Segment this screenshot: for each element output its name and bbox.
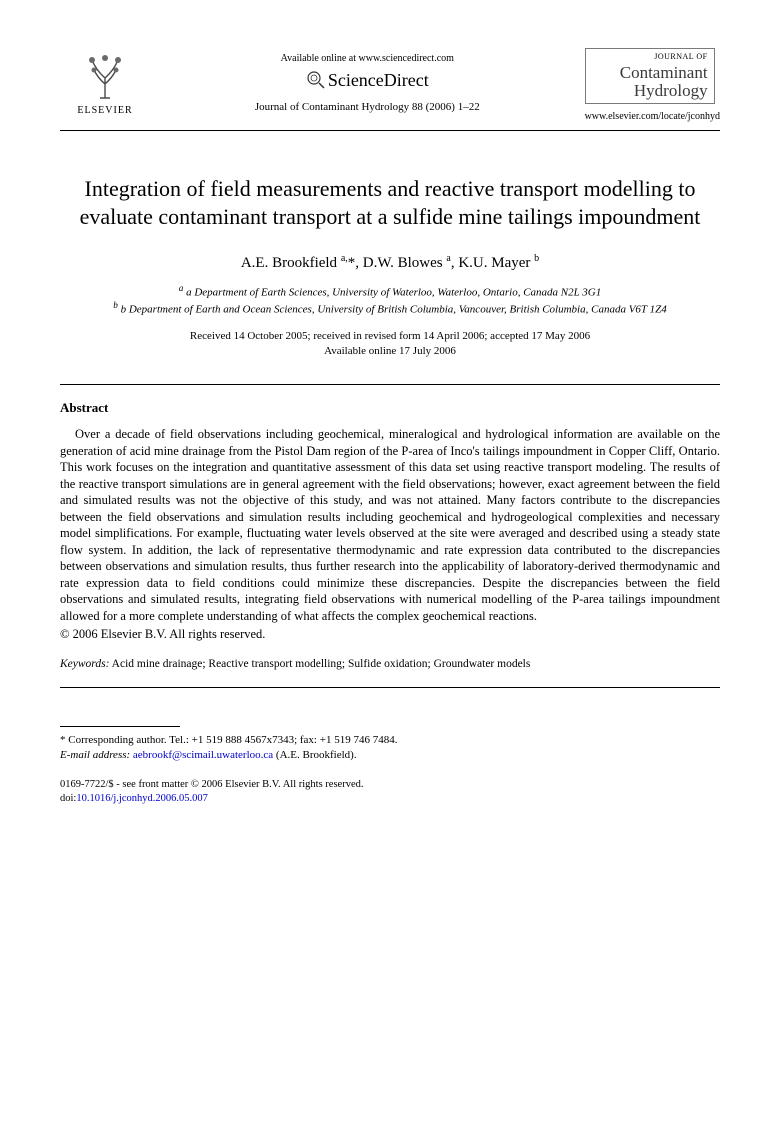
author: K.U. Mayer b (458, 255, 539, 271)
elsevier-tree-icon (78, 48, 132, 102)
affiliation-b: b b Department of Earth and Ocean Scienc… (60, 300, 720, 317)
journal-block-wrapper: JOURNAL OF Contaminant Hydrology www.els… (585, 48, 720, 124)
header-rule (60, 130, 720, 131)
abstract-heading: Abstract (60, 399, 720, 417)
affiliation-a-text: a Department of Earth Sciences, Universi… (186, 287, 601, 299)
affiliation-b-text: b Department of Earth and Ocean Sciences… (121, 304, 667, 316)
keywords-line: Keywords: Acid mine drainage; Reactive t… (60, 657, 720, 673)
email-label: E-mail address: (60, 749, 130, 761)
available-online-text: Available online at www.sciencedirect.co… (150, 52, 585, 66)
abstract-top-rule (60, 384, 720, 385)
article-title: Integration of field measurements and re… (60, 175, 720, 232)
citation-line: Journal of Contaminant Hydrology 88 (200… (150, 100, 585, 115)
email-author-suffix: (A.E. Brookfield). (276, 749, 357, 761)
doi-label: doi: (60, 793, 76, 804)
sciencedirect-brand: ScienceDirect (150, 68, 585, 92)
journal-name-line2: Hydrology (592, 82, 708, 101)
journal-small-label: JOURNAL OF (592, 53, 708, 62)
header-center: Available online at www.sciencedirect.co… (150, 48, 585, 115)
journal-name-line1: Contaminant (592, 64, 708, 83)
author: D.W. Blowes a (363, 255, 451, 271)
publisher-label: ELSEVIER (77, 104, 132, 118)
abstract-bottom-rule (60, 687, 720, 688)
article-dates: Received 14 October 2005; received in re… (60, 329, 720, 360)
doi-link[interactable]: 10.1016/j.jconhyd.2006.05.007 (76, 793, 208, 804)
sciencedirect-text: ScienceDirect (328, 68, 429, 92)
dates-received: Received 14 October 2005; received in re… (60, 329, 720, 344)
corresponding-email-line: E-mail address: aebrookf@scimail.uwaterl… (60, 748, 720, 763)
keywords-text: Acid mine drainage; Reactive transport m… (112, 658, 531, 670)
publisher-logo-block: ELSEVIER (60, 48, 150, 118)
corresponding-author: * Corresponding author. Tel.: +1 519 888… (60, 733, 720, 764)
footnote-rule (60, 726, 180, 727)
abstract-body: Over a decade of field observations incl… (60, 426, 720, 624)
page-header: ELSEVIER Available online at www.science… (60, 48, 720, 124)
journal-url: www.elsevier.com/locate/jconhyd (585, 110, 720, 124)
dates-online: Available online 17 July 2006 (60, 344, 720, 359)
sciencedirect-lens-icon (306, 70, 326, 90)
doi-line: doi:10.1016/j.jconhyd.2006.05.007 (60, 792, 720, 806)
front-matter: 0169-7722/$ - see front matter © 2006 El… (60, 778, 720, 806)
author-list: A.E. Brookfield a,*, D.W. Blowes a, K.U.… (60, 252, 720, 273)
corresponding-line: * Corresponding author. Tel.: +1 519 888… (60, 733, 720, 748)
affiliation-a: a a Department of Earth Sciences, Univer… (60, 283, 720, 300)
keywords-label: Keywords: (60, 658, 109, 670)
author: A.E. Brookfield a,* (241, 255, 355, 271)
journal-cover-block: JOURNAL OF Contaminant Hydrology (585, 48, 715, 104)
abstract-copyright: © 2006 Elsevier B.V. All rights reserved… (60, 626, 720, 643)
front-matter-line: 0169-7722/$ - see front matter © 2006 El… (60, 778, 720, 792)
email-link[interactable]: aebrookf@scimail.uwaterloo.ca (133, 749, 273, 761)
